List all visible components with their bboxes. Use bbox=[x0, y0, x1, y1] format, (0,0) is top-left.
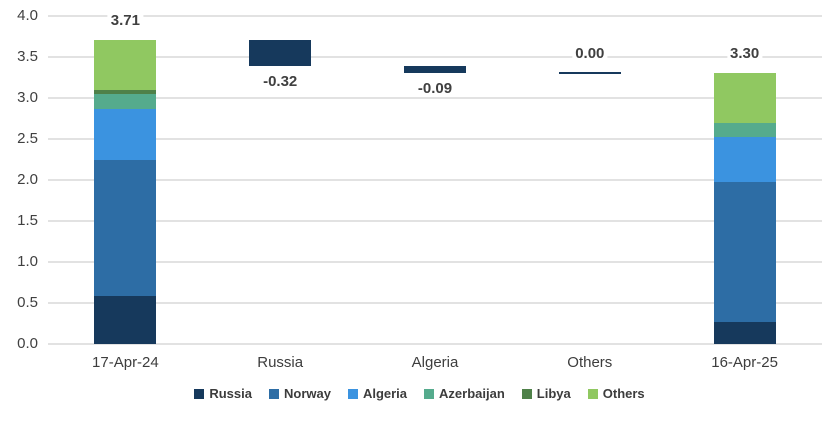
legend-label-others: Others bbox=[602, 386, 645, 401]
delta-line-others[interactable] bbox=[558, 72, 621, 75]
x-axis-label-russia: Russia bbox=[257, 354, 304, 371]
y-axis-tick: 2.5 bbox=[17, 130, 38, 147]
bar-segment-azerbaijan[interactable] bbox=[94, 93, 157, 110]
total-label-16-apr-25: 3.30 bbox=[726, 45, 763, 63]
y-axis-tick: 4.0 bbox=[17, 7, 38, 24]
legend-swatch-russia bbox=[194, 389, 205, 399]
bar-segment-libya[interactable] bbox=[94, 89, 157, 94]
y-axis-tick: 1.5 bbox=[17, 212, 38, 229]
legend-swatch-others bbox=[587, 389, 598, 399]
x-axis-label-others: Others bbox=[567, 354, 613, 371]
bar-segment-others[interactable] bbox=[94, 39, 157, 90]
delta-bar-algeria[interactable] bbox=[404, 66, 466, 74]
bar-segment-norway[interactable] bbox=[94, 160, 157, 297]
legend-swatch-algeria bbox=[347, 389, 358, 399]
value-label-others: 0.00 bbox=[572, 45, 608, 63]
y-axis-tick: 0.0 bbox=[17, 335, 38, 352]
legend-swatch-azerbaijan bbox=[424, 389, 435, 399]
legend-item-azerbaijan[interactable]: Azerbaijan bbox=[424, 387, 505, 401]
gridline bbox=[48, 261, 822, 263]
legend-item-norway[interactable]: Norway bbox=[268, 386, 331, 401]
y-axis-tick: 3.5 bbox=[17, 48, 38, 65]
y-axis-tick: 3.0 bbox=[17, 89, 38, 106]
legend-item-others[interactable]: Others bbox=[587, 386, 645, 401]
x-axis-label-algeria: Algeria bbox=[411, 354, 459, 371]
gridline bbox=[48, 138, 822, 140]
legend-label-russia: Russia bbox=[209, 386, 252, 401]
legend-label-norway: Norway bbox=[283, 386, 331, 401]
value-label-algeria: -0.09 bbox=[414, 80, 456, 98]
gridline bbox=[48, 302, 822, 304]
bar-segment-algeria[interactable] bbox=[94, 109, 157, 161]
y-axis-tick: 1.0 bbox=[17, 253, 38, 270]
bar-segment-russia[interactable] bbox=[713, 321, 776, 344]
y-axis-tick: 0.5 bbox=[17, 294, 38, 311]
value-label-russia: -0.32 bbox=[260, 73, 301, 91]
bar-segment-norway[interactable] bbox=[713, 181, 776, 322]
legend-item-libya[interactable]: Libya bbox=[521, 386, 571, 401]
total-label-17-apr-24: 3.71 bbox=[107, 11, 143, 29]
gridline bbox=[48, 97, 822, 99]
legend-swatch-libya bbox=[521, 389, 532, 399]
gridline bbox=[48, 56, 822, 58]
legend-label-azerbaijan: Azerbaijan bbox=[439, 386, 505, 401]
legend: Russia Norway Algeria Azerbaijan Libya Others bbox=[0, 387, 839, 401]
legend-label-algeria: Algeria bbox=[362, 386, 408, 401]
legend-swatch-norway bbox=[268, 389, 279, 399]
bar-segment-russia[interactable] bbox=[94, 296, 157, 344]
gridline bbox=[48, 15, 822, 17]
gridline bbox=[48, 220, 822, 222]
gridline bbox=[48, 343, 822, 345]
bar-segment-algeria[interactable] bbox=[713, 136, 776, 182]
legend-item-russia[interactable]: Russia bbox=[194, 387, 252, 401]
gridline bbox=[48, 179, 822, 181]
x-axis-label-17-apr-24: 17-Apr-24 bbox=[92, 354, 159, 371]
bar-segment-others[interactable] bbox=[713, 73, 776, 123]
y-axis-tick: 2.0 bbox=[17, 171, 38, 188]
delta-bar-russia[interactable] bbox=[249, 39, 312, 66]
x-axis-label-16-apr-25: 16-Apr-25 bbox=[711, 354, 778, 371]
legend-item-algeria[interactable]: Algeria bbox=[347, 386, 408, 401]
bar-segment-azerbaijan[interactable] bbox=[713, 122, 776, 137]
legend-label-libya: Libya bbox=[536, 386, 571, 401]
